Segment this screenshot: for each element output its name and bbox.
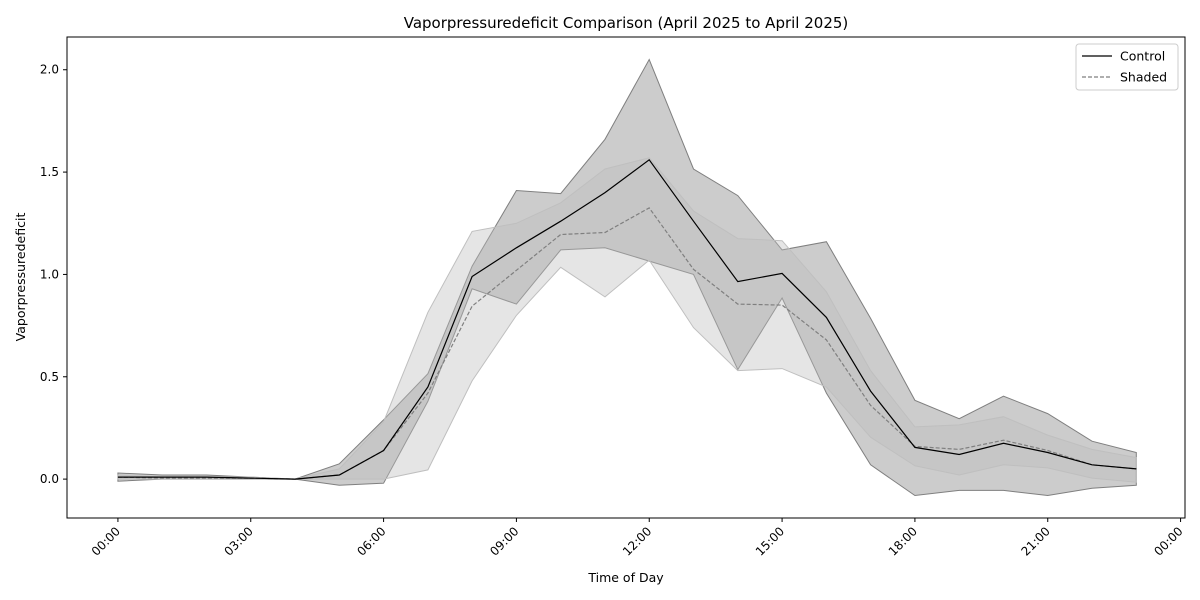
- x-tick-label: 12:00: [620, 524, 654, 558]
- x-axis-label: Time of Day: [587, 570, 664, 585]
- confidence-bands: [117, 58, 1137, 497]
- x-tick-label: 09:00: [487, 524, 521, 558]
- x-tick-label: 06:00: [354, 524, 388, 558]
- x-tick-label: 03:00: [222, 524, 256, 558]
- x-tick-label: 00:00: [1151, 524, 1185, 558]
- band-control: [117, 58, 1137, 497]
- line-control: [117, 158, 1137, 480]
- y-tick-label: 1.0: [40, 267, 59, 281]
- y-axis-label: Vaporpressuredeficit: [13, 213, 28, 342]
- y-tick-label: 0.5: [40, 370, 59, 384]
- series-lines: [117, 158, 1137, 480]
- legend-label-control: Control: [1120, 49, 1165, 64]
- x-axis-ticks: 00:00 03:00 06:00 09:00 12:00 15:00 18:00 21:00…: [89, 518, 1186, 559]
- legend: Control Shaded: [1075, 43, 1179, 91]
- chart-title: Vaporpressuredeficit Comparison (April 2…: [404, 14, 849, 32]
- legend-label-shaded: Shaded: [1120, 70, 1167, 85]
- y-axis-ticks: 0.0 0.5 1.0 1.5 2.0: [40, 63, 67, 486]
- x-tick-label: 00:00: [89, 524, 123, 558]
- y-tick-label: 0.0: [40, 472, 59, 486]
- x-tick-label: 18:00: [886, 524, 920, 558]
- plot-area-frame: [66, 36, 1186, 519]
- x-tick-label: 21:00: [1019, 524, 1053, 558]
- y-tick-label: 1.5: [40, 165, 59, 179]
- band-shaded: [117, 157, 1137, 483]
- x-tick-label: 15:00: [753, 524, 787, 558]
- y-tick-label: 2.0: [40, 63, 59, 77]
